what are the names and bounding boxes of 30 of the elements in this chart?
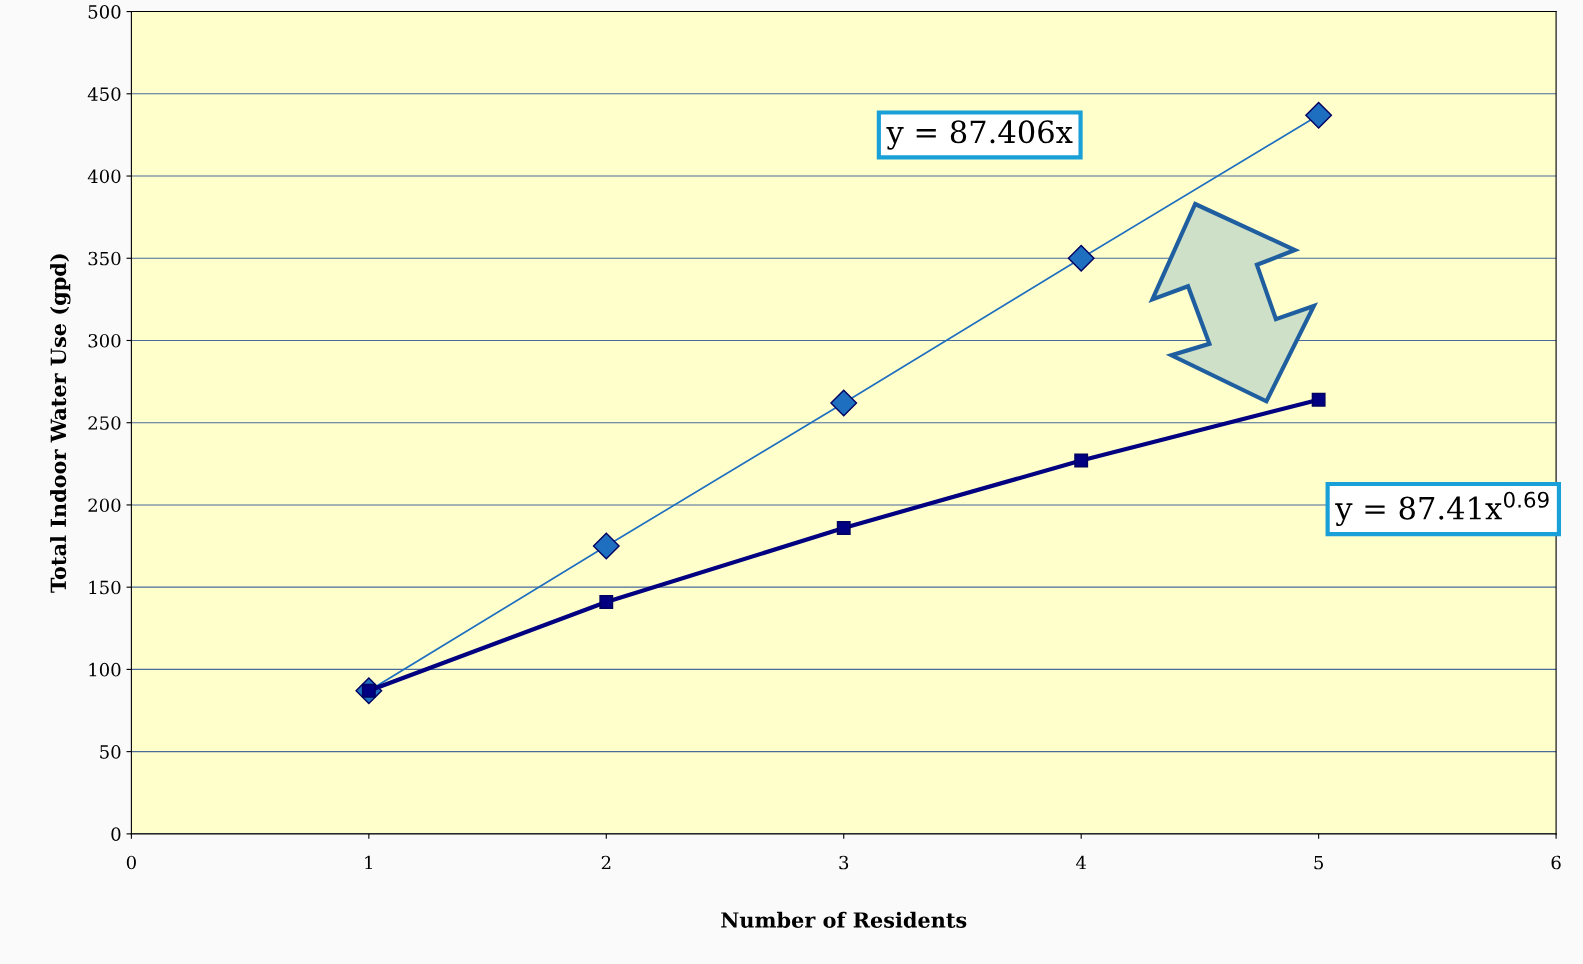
annotation: y = 87.41x$^{0.69}$ (1335, 491, 1549, 526)
y-tick-label: 400 (87, 169, 121, 184)
point (599, 595, 614, 609)
point (1305, 101, 1333, 129)
point (1074, 453, 1089, 468)
y-tick-label: 100 (89, 662, 121, 677)
x-tick-label: 4 (1076, 855, 1087, 870)
x-axis-title: Number of Residents (721, 911, 967, 928)
point (1311, 392, 1326, 407)
point (1067, 244, 1095, 272)
x-tick-label: 2 (601, 855, 611, 870)
x-tick-label: 1 (365, 855, 373, 870)
point (836, 521, 851, 535)
x-tick-label: 5 (1314, 855, 1323, 870)
y-axis-title: Total Indoor Water Use (gpd) (50, 254, 71, 593)
point (592, 532, 620, 560)
y-tick-label: 50 (100, 745, 121, 759)
y-tick-label: 350 (88, 251, 121, 266)
y-tick-label: 200 (88, 498, 121, 513)
x-tick-label: 3 (839, 855, 849, 870)
y-tick-label: 450 (87, 87, 121, 101)
x-tick-label: 6 (1551, 855, 1561, 870)
x-tick-label: 0 (126, 855, 136, 870)
point (830, 389, 858, 417)
y-tick-label: 150 (89, 580, 121, 595)
y-tick-label: 250 (88, 416, 121, 430)
y-tick-label: 0 (111, 827, 121, 841)
annotation: y = 87.406x (886, 120, 1073, 150)
y-tick-label: 500 (88, 5, 121, 19)
y-tick-label: 300 (88, 333, 121, 348)
